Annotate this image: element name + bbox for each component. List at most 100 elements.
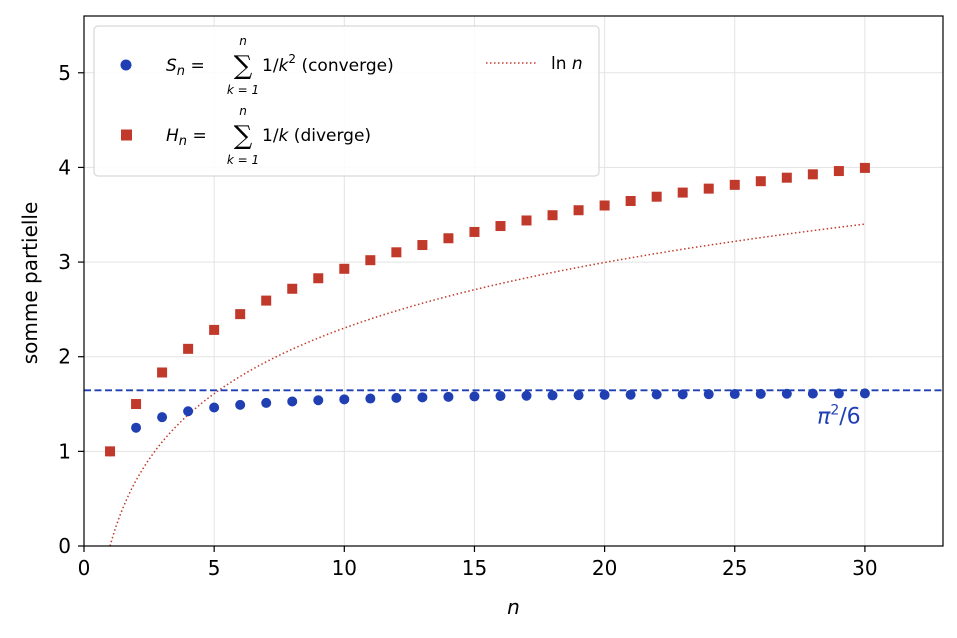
- legend-equals: =: [185, 56, 205, 76]
- hn-point: [521, 215, 532, 226]
- legend-symbol: S: [166, 56, 177, 76]
- annot-base: π: [817, 404, 831, 429]
- legend-sigma: ∑: [234, 121, 253, 151]
- sn-point: [625, 389, 636, 400]
- hn-point: [365, 255, 376, 266]
- legend-sum-top: n: [239, 104, 247, 118]
- hn-point: [391, 247, 402, 258]
- x-tick-label: 10: [332, 556, 357, 580]
- sn-point: [313, 395, 324, 406]
- hn-point: [417, 240, 428, 251]
- hn-point: [131, 399, 142, 410]
- hn-point: [703, 183, 714, 194]
- hn-point: [339, 263, 350, 274]
- legend-term-sup: 2: [288, 52, 296, 66]
- hn-point: [495, 221, 506, 232]
- hn-point: [469, 226, 480, 237]
- sn-point: [235, 399, 246, 410]
- legend-suffix: (diverge): [288, 126, 371, 146]
- axes-frame: [83, 15, 944, 547]
- pi-squared-over-six-label: π2/6: [817, 402, 861, 429]
- y-axis-label: somme partielle: [18, 202, 42, 365]
- legend-sum-bottom: k = 1: [227, 83, 259, 97]
- legend-term-var: k: [279, 56, 290, 76]
- sn-point: [677, 389, 688, 400]
- hn-point: [261, 295, 272, 306]
- legend-term-num: 1/: [262, 126, 279, 146]
- legend-hn-marker: [121, 129, 132, 141]
- sn-point: [547, 390, 558, 401]
- sn-point: [859, 388, 870, 399]
- sn-point: [443, 391, 454, 402]
- sn-point: [209, 402, 220, 413]
- hn-point: [833, 166, 844, 177]
- sn-point: [183, 406, 194, 417]
- sn-point: [261, 397, 272, 408]
- legend-ln-label: ln n: [551, 54, 583, 74]
- hn-point: [443, 233, 454, 244]
- x-tick-label: 30: [852, 556, 877, 580]
- sn-point: [781, 388, 792, 399]
- y-tick-label: 1: [58, 439, 71, 463]
- hn-point: [183, 343, 194, 354]
- legend-subscript: n: [177, 64, 185, 79]
- legend-series-label: Hn =: [166, 126, 207, 149]
- sn-point: [703, 389, 714, 400]
- hn-point: [807, 169, 818, 180]
- sn-point: [755, 388, 766, 399]
- legend-ln-func: ln: [551, 54, 572, 74]
- hn-point: [547, 210, 558, 221]
- legend-suffix: (converge): [296, 56, 394, 76]
- hn-point: [651, 191, 662, 202]
- hn-point: [287, 283, 298, 294]
- legend-sn-marker: [120, 59, 132, 71]
- hn-point: [157, 367, 168, 378]
- x-tick-label: 25: [722, 556, 747, 580]
- legend-sum-top: n: [239, 34, 247, 48]
- sn-point: [131, 422, 142, 433]
- legend-sum-bottom: k = 1: [227, 153, 259, 167]
- y-tick-label: 2: [58, 345, 71, 369]
- ln-n-curve: [109, 223, 865, 546]
- sn-point: [469, 391, 480, 402]
- legend: Sn =n∑k = 11/k2 (converge)Hn =n∑k = 11/k…: [93, 25, 600, 177]
- sn-point: [651, 389, 662, 400]
- hn-point: [573, 205, 584, 216]
- x-axis-label: n: [507, 595, 520, 619]
- y-tick-label: 4: [58, 155, 71, 179]
- sn-point: [729, 389, 740, 400]
- sn-point: [573, 390, 584, 401]
- y-tick-label: 5: [58, 61, 71, 85]
- legend-symbol: H: [166, 126, 179, 146]
- plot-layer: [84, 162, 943, 546]
- legend-term-var: k: [279, 126, 290, 146]
- sn-point: [599, 389, 610, 400]
- sn-point: [157, 412, 168, 423]
- hn-point: [781, 172, 792, 183]
- y-tick-label: 0: [58, 534, 71, 558]
- sn-point: [365, 393, 376, 404]
- sn-point: [339, 394, 350, 405]
- hn-point: [677, 187, 688, 198]
- sn-point: [495, 391, 506, 402]
- hn-point: [313, 273, 324, 284]
- plot-area: π2/6: [84, 162, 943, 546]
- hn-point: [755, 176, 766, 187]
- axis-ticks: 0 5 10 15 20 25 30 0 1 2 3 4 5: [58, 61, 877, 580]
- legend-ln-var: n: [572, 54, 583, 74]
- legend-box: [93, 25, 600, 177]
- y-tick-label: 3: [58, 250, 71, 274]
- annot-rest: /6: [839, 404, 860, 429]
- legend-series-label: Sn =: [166, 56, 205, 79]
- hn-point: [209, 324, 220, 335]
- hn-point: [599, 200, 610, 211]
- x-tick-label: 5: [208, 556, 221, 580]
- hn-point: [235, 309, 246, 320]
- legend-series-term: 1/k (diverge): [262, 126, 371, 146]
- sn-point: [287, 396, 298, 407]
- sn-point: [391, 392, 402, 403]
- hn-point: [729, 179, 740, 190]
- x-tick-label: 0: [78, 556, 91, 580]
- legend-term-num: 1/: [262, 56, 279, 76]
